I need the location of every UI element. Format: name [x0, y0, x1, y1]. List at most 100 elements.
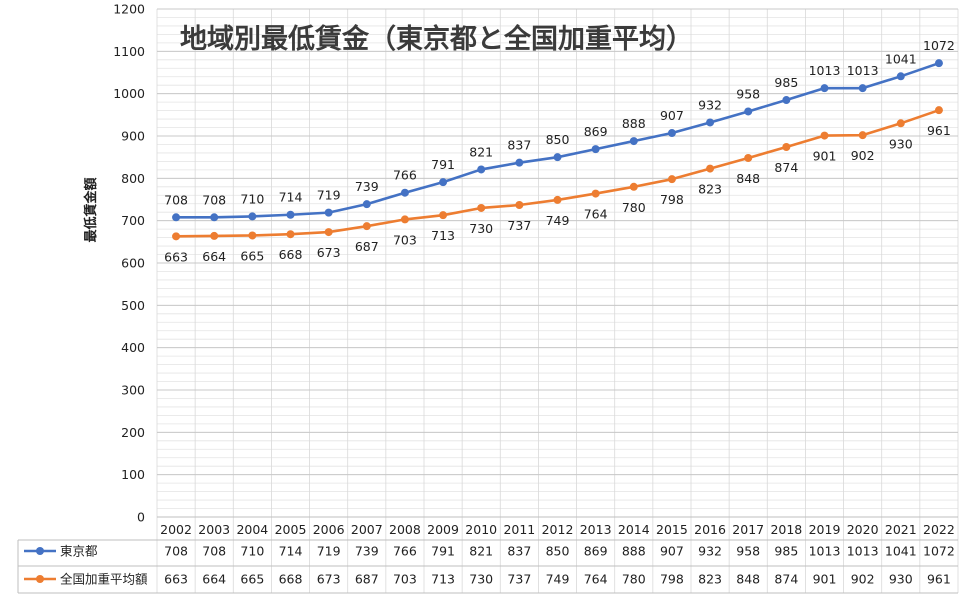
data-point: [362, 200, 371, 209]
data-point: [286, 210, 295, 219]
table-cell: 901: [813, 572, 837, 587]
y-tick-label: 700: [121, 213, 145, 228]
data-label: 958: [736, 86, 760, 101]
data-point: [515, 201, 524, 210]
table-cell: 791: [431, 544, 455, 559]
x-category-label: 2014: [618, 522, 650, 537]
y-tick-label: 0: [137, 510, 145, 525]
table-cell: 958: [736, 544, 760, 559]
data-point: [858, 131, 867, 140]
table-cell: 850: [546, 544, 570, 559]
data-point: [210, 231, 219, 240]
y-tick-label: 200: [121, 425, 145, 440]
data-label: 714: [279, 190, 303, 205]
data-point: [439, 211, 448, 220]
data-label: 1072: [923, 38, 955, 53]
data-point: [629, 182, 638, 191]
data-point: [439, 178, 448, 187]
data-label: 664: [202, 249, 226, 264]
x-category-label: 2007: [351, 522, 383, 537]
data-label: 663: [164, 249, 188, 264]
y-tick-label: 800: [121, 171, 145, 186]
x-category-label: 2004: [236, 522, 268, 537]
data-label: 766: [393, 168, 417, 183]
data-label: 1013: [847, 63, 879, 78]
table-cell: 766: [393, 544, 417, 559]
table-cell: 1041: [885, 544, 917, 559]
y-tick-label: 1100: [113, 44, 145, 59]
data-label: 932: [698, 97, 722, 112]
data-label: 710: [240, 191, 264, 206]
table-cell: 821: [469, 544, 493, 559]
y-tick-label: 1000: [113, 86, 145, 101]
x-category-label: 2017: [732, 522, 764, 537]
data-point: [782, 96, 791, 105]
table-cell: 1072: [923, 544, 955, 559]
gridlines: [156, 8, 959, 593]
data-point: [629, 137, 638, 146]
legend-label: 東京都: [60, 544, 98, 559]
x-category-label: 2005: [275, 522, 307, 537]
series-lines: [172, 59, 943, 241]
data-label: 708: [202, 192, 226, 207]
table-cell: 874: [774, 572, 798, 587]
y-tick-label: 500: [121, 298, 145, 313]
table-cell: 798: [660, 572, 684, 587]
y-tick-label: 100: [121, 467, 145, 482]
table-cell: 665: [240, 572, 264, 587]
y-tick-label: 1200: [113, 2, 145, 17]
data-point: [172, 232, 181, 241]
data-label: 665: [240, 248, 264, 263]
data-point: [248, 212, 257, 221]
table-cell: 869: [584, 544, 608, 559]
data-label: 737: [507, 218, 531, 233]
table-cell: 713: [431, 572, 455, 587]
table-cell: 907: [660, 544, 684, 559]
data-label: 902: [851, 148, 875, 163]
data-label: 837: [507, 138, 531, 153]
chart-title: 地域別最低賃金（東京都と全国加重平均）: [180, 23, 693, 55]
data-label: 687: [355, 239, 379, 254]
data-point: [248, 231, 257, 240]
table-cell: 837: [507, 544, 531, 559]
data-point: [286, 230, 295, 239]
data-label: 798: [660, 192, 684, 207]
y-axis-label: 最低賃金額: [83, 177, 99, 242]
table-cell: 930: [889, 572, 913, 587]
data-point: [324, 208, 333, 217]
data-label: 901: [813, 149, 837, 164]
data-label: 823: [698, 182, 722, 197]
data-label: 764: [584, 207, 608, 222]
x-category-label: 2020: [847, 522, 879, 537]
y-tick-label: 400: [121, 340, 145, 355]
x-category-label: 2013: [580, 522, 612, 537]
data-label: 821: [469, 144, 493, 159]
data-label: 874: [774, 160, 798, 175]
data-label: 869: [584, 124, 608, 139]
data-label: 907: [660, 108, 684, 123]
data-point: [172, 213, 181, 222]
table-cell: 888: [622, 544, 646, 559]
table-cell: 823: [698, 572, 722, 587]
data-point: [477, 165, 486, 174]
table-cell: 668: [279, 572, 303, 587]
data-label: 739: [355, 179, 379, 194]
data-point: [744, 107, 753, 116]
data-point: [400, 215, 409, 224]
data-point: [744, 154, 753, 163]
data-point: [553, 153, 562, 162]
data-point: [210, 213, 219, 222]
data-point: [667, 175, 676, 184]
x-category-label: 2010: [465, 522, 497, 537]
data-point: [896, 72, 905, 81]
table-cell: 739: [355, 544, 379, 559]
x-category-label: 2022: [923, 522, 955, 537]
table-cell: 737: [507, 572, 531, 587]
table-cell: 703: [393, 572, 417, 587]
y-tick-label: 600: [121, 256, 145, 271]
data-label: 961: [927, 123, 951, 138]
data-point: [591, 189, 600, 198]
data-label: 673: [317, 245, 341, 260]
data-point: [820, 84, 829, 93]
